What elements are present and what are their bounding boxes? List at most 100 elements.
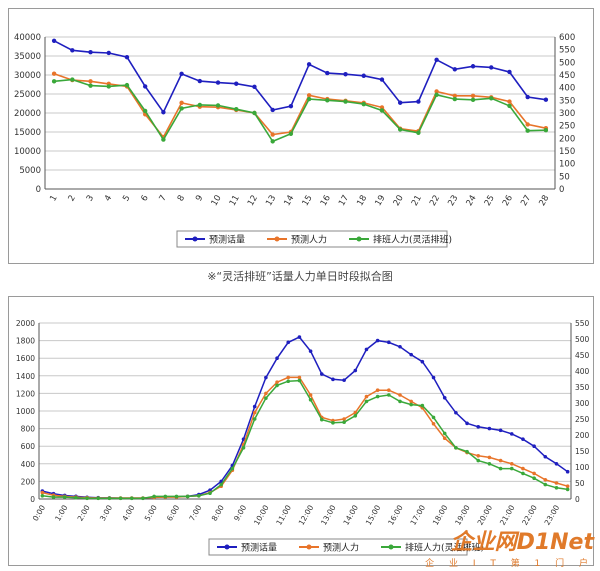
y-right-tick-label: 450 [575,351,590,360]
legend-label: 预测人力 [291,234,327,246]
data-point [543,454,548,459]
y-left-tick-label: 25000 [14,90,41,100]
legend-label: 排班人力(灵活排班) [405,542,484,554]
y-left-tick-label: 1200 [16,389,35,398]
y-right-tick-label: 550 [559,46,575,56]
x-tick-label: 7 [158,194,169,204]
data-point [252,110,257,116]
x-tick-label: 4 [103,194,114,204]
y-right-tick-label: 300 [559,109,575,119]
y-right-tick-label: 500 [559,58,575,68]
data-point [275,356,279,360]
x-tick-label: 6 [139,194,150,204]
data-point [379,77,385,82]
series-line-3 [42,379,568,500]
data-point [521,471,525,476]
x-tick-label: 2 [67,194,78,204]
data-point [470,64,476,69]
x-tick-label: 9:00 [232,503,248,522]
data-point [264,391,268,396]
y-left-tick-label: 15000 [14,128,41,138]
data-point [476,454,481,458]
data-point [489,96,494,101]
data-point [397,127,403,132]
data-point [306,93,312,98]
data-point [343,72,348,77]
legend: 预测话量 预测人力 排班人力(灵活排班) [176,230,452,248]
y-left-tick-label: 40000 [14,33,41,43]
y-left-tick-label: 600 [21,442,36,451]
series-line-1 [53,40,547,114]
data-point [532,471,536,476]
data-point [498,428,503,433]
data-point [509,466,514,471]
data-point [331,421,335,425]
y-right-tick-label: 600 [559,33,575,43]
legend: 预测话量 预测人力 排班人力(灵活排班) [208,538,484,556]
data-point [476,458,481,463]
y-right-tick-label: 250 [575,415,590,424]
x-tick-label: 24 [465,194,479,208]
data-point [88,50,93,55]
data-point [234,107,239,112]
data-point [319,372,324,376]
data-point [398,399,402,404]
data-point [434,57,439,62]
legend-swatch-marker [274,236,280,242]
legend-label: 预测话量 [209,234,245,246]
data-point [306,96,312,102]
x-tick-label: 0:00 [31,503,47,522]
data-point [88,83,93,88]
x-tick-label: 10 [210,194,224,208]
data-point [306,62,312,67]
y-right-tick-label: 300 [575,399,590,408]
data-point [142,108,148,114]
data-point [364,347,369,352]
data-point [375,388,380,392]
x-tick-label: 3:00 [98,503,114,522]
data-point [96,496,101,501]
y-right-tick-label: 150 [559,147,575,157]
y-right-tick-label: 200 [559,134,575,144]
data-point [197,494,201,498]
data-point [420,359,425,364]
x-tick-label: 4:00 [120,503,136,522]
data-point [507,69,512,75]
data-point [452,67,458,72]
data-point [51,79,57,84]
x-tick-label: 22 [428,194,442,208]
data-point [398,344,402,349]
data-point [431,415,436,420]
x-tick-label: 1:00 [53,503,69,522]
legend-swatch-marker [224,544,230,550]
data-point [343,99,348,104]
data-point [487,455,492,460]
data-point [106,50,111,56]
x-tick-label: 3 [85,194,96,204]
data-point [452,96,458,102]
x-tick-label: 25 [483,194,497,208]
data-point [51,495,56,499]
data-point [230,466,235,471]
y-left-tick-label: 30000 [14,71,41,81]
x-tick-label: 13 [264,194,278,208]
x-tick-label: 11:00 [274,503,293,526]
data-point [420,403,425,408]
x-tick-label: 9 [194,194,205,204]
data-point [379,108,385,113]
data-point [70,48,75,53]
data-point [509,432,514,436]
watermark-brand: 企业网D1Net [450,530,594,555]
data-point [434,89,439,94]
data-point [264,396,268,400]
data-point [409,399,413,404]
data-point [185,494,190,499]
x-tick-label: 19 [373,194,387,208]
data-point [275,380,279,384]
data-point [361,101,366,107]
data-point [270,139,275,144]
data-point [51,71,57,76]
x-tick-label: 7:00 [187,503,203,522]
y-left-tick-label: 10000 [14,147,41,157]
y-right-tick-label: 400 [575,367,590,376]
